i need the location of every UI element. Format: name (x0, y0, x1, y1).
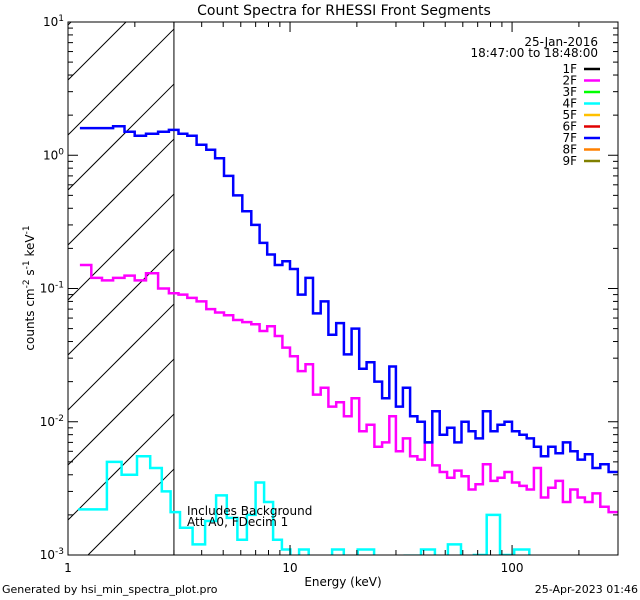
footer-timestamp: 25-Apr-2023 01:46 (534, 583, 638, 596)
series-layer (78, 125, 618, 555)
legend-label-5F: 5F (562, 108, 577, 122)
legend-label-8F: 8F (562, 143, 577, 157)
y-tick-label: 10-1 (40, 281, 64, 296)
legend-label-6F: 6F (562, 120, 577, 134)
hatch-line (67, 358, 175, 466)
series-4F (78, 455, 531, 555)
hatch-line (67, 83, 175, 191)
plot-frame (67, 21, 619, 556)
y-axis-label: counts cm-2 s-1 keV-1 (22, 225, 37, 350)
y-axis-label-text: counts cm-2 s-1 keV-1 (22, 225, 37, 350)
annotation-background: Includes Background (187, 504, 312, 518)
y-tick-label: 10-3 (40, 547, 64, 562)
legend-label-3F: 3F (562, 85, 577, 99)
legend-label-1F: 1F (562, 62, 577, 76)
attenuator-hatched-region (67, 21, 175, 556)
legend-label-4F: 4F (562, 97, 577, 111)
y-tick-label: 100 (43, 147, 64, 162)
legend-time: 18:47:00 to 18:48:00 (471, 46, 598, 60)
hatch-line (67, 248, 175, 356)
y-tick-label: 10-2 (40, 414, 64, 429)
hatch-line (67, 138, 175, 246)
legend-date: 25-Jan-2016 (524, 35, 598, 49)
legend-label-2F: 2F (562, 74, 577, 88)
hatch-line (67, 193, 175, 301)
axis-ticks: 1 10 100 10-3 10-2 10-1 100 101 (40, 14, 619, 575)
y-tick-label: 101 (43, 14, 64, 29)
x-tick-label: 100 (501, 561, 524, 575)
x-axis-label: Energy (keV) (304, 575, 381, 589)
chart-title: Count Spectra for RHESSI Front Segments (197, 3, 491, 19)
hatch-line (67, 21, 127, 81)
x-tick-label: 10 (282, 561, 297, 575)
annotation-attenuator: Att A0, FDecim 1 (187, 515, 288, 529)
series-7F (79, 125, 618, 474)
hatch-line (67, 28, 175, 136)
hatch-line (67, 303, 175, 411)
hatch-line (87, 468, 175, 556)
footer-generator: Generated by hsi_min_spectra_plot.pro (2, 583, 218, 596)
x-tick-label: 1 (64, 561, 72, 575)
series-2F (79, 263, 618, 514)
legend-label-9F: 9F (562, 154, 577, 168)
legend-label-7F: 7F (562, 131, 577, 145)
